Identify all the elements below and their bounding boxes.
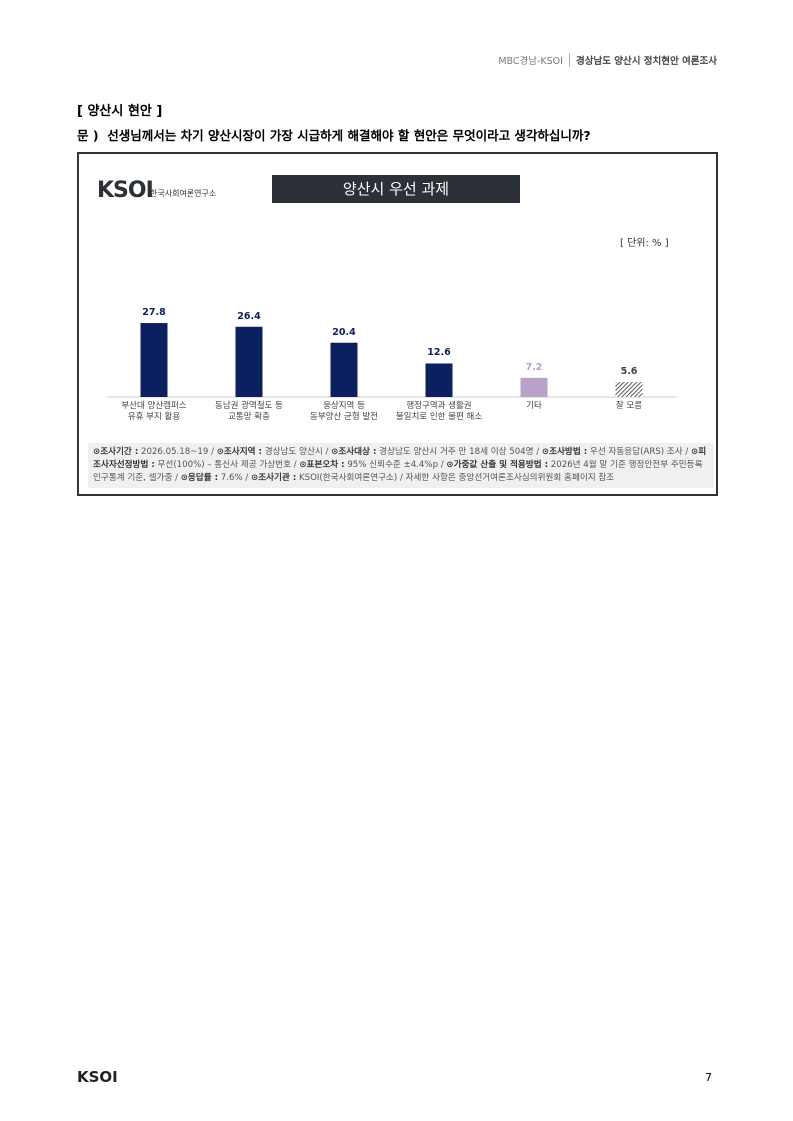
note-text: 2026.05.18~19 / xyxy=(138,447,217,457)
note-text: 우선 자동응답(ARS) 조사 / xyxy=(587,447,692,457)
note-label: ⊙피조사자선정방법 : xyxy=(93,447,707,470)
bar xyxy=(330,342,358,397)
note-label: ⊙조사대상 : xyxy=(331,447,377,457)
category-label: 웅상지역 등 동부양산 균형 발전 xyxy=(310,401,378,422)
note-label: ⊙응답률 : xyxy=(180,473,219,483)
note-text: 무선(100%) – 통신사 제공 가상번호 / xyxy=(154,460,300,470)
notes: ⊙조사기간 : 2026.05.18~19 / ⊙조사지역 : 경상남도 양산시… xyxy=(88,443,714,488)
chart-frame xyxy=(77,152,718,496)
header-title: 경상남도 양산시 정치현안 여론조사 xyxy=(568,53,717,67)
category-label: 부산대 양산캠퍼스 유휴 부지 활용 xyxy=(121,401,187,422)
section-title: [ 양산시 현안 ] xyxy=(77,104,163,119)
bar xyxy=(140,323,168,397)
note-text: 경상남도 양산시 / xyxy=(261,447,332,457)
value-label: 12.6 xyxy=(427,347,451,359)
note-label: ⊙가중값 산출 및 적용방법 : xyxy=(446,460,549,470)
value-label: 27.8 xyxy=(142,307,166,319)
category-label: 기타 xyxy=(526,401,542,411)
note-label: ⊙조사방법 : xyxy=(541,447,588,457)
category-label: 동남권 광역철도 등 교통망 확충 xyxy=(215,401,283,422)
page-number: 7 xyxy=(705,1071,712,1084)
chart-title: 양산시 우선 과제 xyxy=(272,175,520,203)
bar xyxy=(520,377,548,397)
note-text: 경상남도 양산시 거주 만 18세 이상 504명 / xyxy=(376,447,542,457)
value-label: 5.6 xyxy=(620,366,638,378)
category-label: 행정구역과 생활권 불일치로 인한 불편 해소 xyxy=(395,401,483,422)
header: MBC경남-KSOI 경상남도 양산시 정치현안 여론조사 xyxy=(498,53,717,67)
note-label: ⊙조사기간 : xyxy=(93,447,139,457)
logo: KSOI xyxy=(97,178,154,203)
note-label: ⊙표본오차 : xyxy=(299,460,345,470)
category-label: 잘 모름 xyxy=(615,401,643,411)
value-label: 20.4 xyxy=(332,326,356,338)
bar xyxy=(615,382,643,397)
header-source: MBC경남-KSOI xyxy=(498,56,563,67)
note-text: KSOI(한국사회여론연구소) / 자세한 사항은 중앙선거여론조사심의위원회 … xyxy=(296,473,615,483)
note-label: ⊙조사지역 : xyxy=(216,447,262,457)
unit: [ 단위: % ] xyxy=(620,238,669,249)
bar xyxy=(235,326,263,397)
note-label: ⊙조사기관 : xyxy=(251,473,297,483)
question: 문 ) 선생님께서는 차기 양산시장이 가장 시급하게 해결해야 할 현안은 무… xyxy=(77,128,591,143)
note-text: 2026년 4월 말 기준 행정안전부 주민등록 인구통계 기준, 셀가중 / xyxy=(93,460,703,483)
note-text: 7.6% / xyxy=(218,473,252,483)
note-text: 95% 신뢰수준 ±4.4%p / xyxy=(344,460,447,470)
footer-logo: KSOI xyxy=(77,1068,118,1086)
value-label: 7.2 xyxy=(525,361,543,373)
value-label: 26.4 xyxy=(237,310,261,322)
logo-sub: 한국사회여론연구소 xyxy=(150,189,217,198)
bar xyxy=(425,363,453,397)
chart xyxy=(107,323,676,398)
